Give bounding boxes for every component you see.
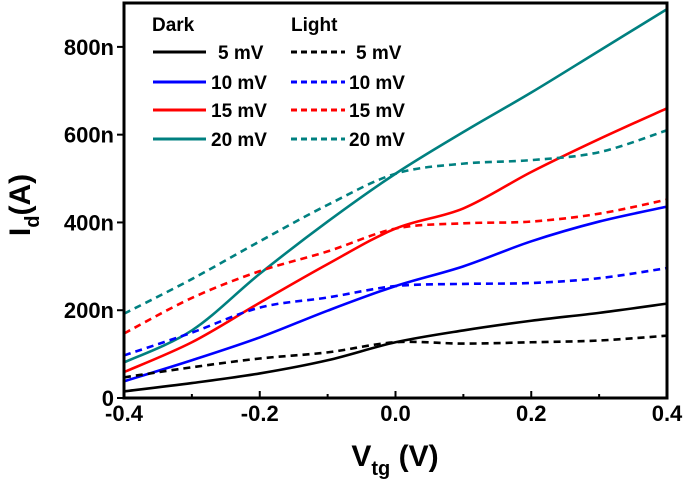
series-line-light-20mv	[123, 129, 668, 315]
legend-label: 20 mV	[211, 130, 267, 151]
x-tick-label: -0.2	[241, 401, 279, 426]
data-lines	[123, 8, 668, 393]
x-tick-label: 0.2	[516, 401, 547, 426]
series-line-dark-10mv	[123, 205, 668, 383]
y-axis-title: Id(A)	[4, 174, 44, 236]
legend: Dark Light 5 mV 10 mV 15 mV 20 mV 5 mV 10 mV 1…	[152, 15, 405, 151]
y-axis: 0 200n 400n 600n 800n	[64, 35, 124, 411]
legend-label: 10 mV	[211, 73, 267, 94]
legend-label: 15 mV	[349, 101, 405, 122]
y-tick-label: 0	[102, 386, 114, 411]
y-tick-label: 600n	[64, 123, 114, 148]
y-tick-label: 400n	[64, 210, 114, 235]
legend-header-light: Light	[291, 15, 338, 36]
series-line-dark-5mv	[123, 302, 668, 393]
x-axis: -0.4 -0.2 0.0 0.2 0.4	[105, 391, 683, 426]
x-axis-title: Vtg (V)	[351, 440, 438, 480]
legend-label: 5 mV	[218, 43, 264, 64]
series-line-light-15mv	[123, 198, 668, 335]
y-tick-label: 800n	[64, 35, 114, 60]
series-line-light-10mv	[123, 266, 668, 357]
legend-label: 5 mV	[356, 43, 402, 64]
legend-header-dark: Dark	[152, 15, 195, 36]
x-tick-label: 0.4	[652, 401, 683, 426]
legend-label: 15 mV	[211, 101, 267, 122]
legend-label: 20 mV	[349, 130, 405, 151]
y-tick-label: 200n	[64, 298, 114, 323]
x-tick-label: 0.0	[380, 401, 411, 426]
series-line-light-5mv	[123, 334, 668, 379]
legend-label: 10 mV	[349, 73, 405, 94]
x-tick-label: -0.4	[105, 401, 144, 426]
